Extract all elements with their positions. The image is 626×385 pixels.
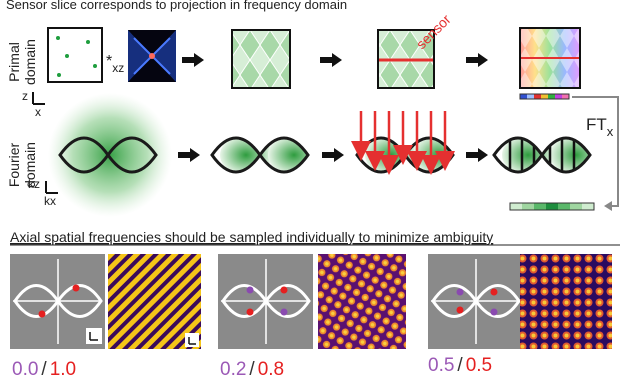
- spectrum-glow: [48, 93, 172, 217]
- ratio-label: 0.2/0.8: [220, 359, 284, 380]
- arrow: [320, 53, 342, 67]
- label: 1.0: [50, 359, 76, 380]
- label: kz: [28, 177, 40, 191]
- figure: Sensor slice corresponds to projection i…: [0, 0, 626, 385]
- title: Sensor slice corresponds to projection i…: [6, 0, 347, 12]
- row-label: Primal: [6, 42, 22, 82]
- label: xz: [112, 61, 124, 75]
- convolution: *xz: [106, 53, 124, 75]
- row-label: domain: [22, 39, 38, 85]
- lens-filled: [212, 135, 320, 175]
- spectrum-bar: [510, 203, 594, 210]
- label: FT: [586, 115, 607, 134]
- frequency-panel: [428, 254, 523, 349]
- ratio-label: 0.0/1.0: [12, 359, 76, 380]
- label: 0.2: [220, 359, 246, 380]
- label: /: [41, 359, 47, 380]
- frequency-panel: [218, 254, 313, 349]
- label: /: [457, 355, 463, 376]
- axes-icon: z x: [22, 89, 45, 119]
- arrow: [178, 148, 200, 162]
- arrow: [322, 148, 344, 162]
- ratio-label: 0.5/0.5: [428, 355, 492, 376]
- frequency-panel: [10, 254, 105, 349]
- label: z: [22, 89, 28, 103]
- label: kx: [44, 194, 56, 208]
- scatter-box: [48, 28, 102, 82]
- projection-box: [520, 28, 580, 88]
- axes-icon: kz kx: [28, 177, 58, 208]
- label: /: [249, 359, 255, 380]
- image-box: [232, 30, 290, 88]
- psf: [128, 30, 176, 82]
- label: x: [607, 124, 614, 139]
- arrow: [182, 53, 204, 67]
- axes-icon: [185, 333, 199, 347]
- label: 0.8: [258, 359, 284, 380]
- section-title: Axial spatial frequencies should be samp…: [10, 229, 493, 245]
- label: 0.5: [428, 355, 454, 376]
- lens-striped: [494, 125, 602, 185]
- arrow: [466, 148, 488, 162]
- label: 0.0: [12, 359, 38, 380]
- arrow: [466, 53, 488, 67]
- label: x: [35, 105, 41, 119]
- label: 0.5: [466, 355, 492, 376]
- pattern: [318, 254, 406, 349]
- sensor-bar: [520, 94, 569, 99]
- ft-label: FTx: [586, 115, 614, 139]
- pattern: [520, 254, 612, 349]
- lens-projection: [357, 111, 465, 175]
- row-label: Fourier: [6, 142, 22, 187]
